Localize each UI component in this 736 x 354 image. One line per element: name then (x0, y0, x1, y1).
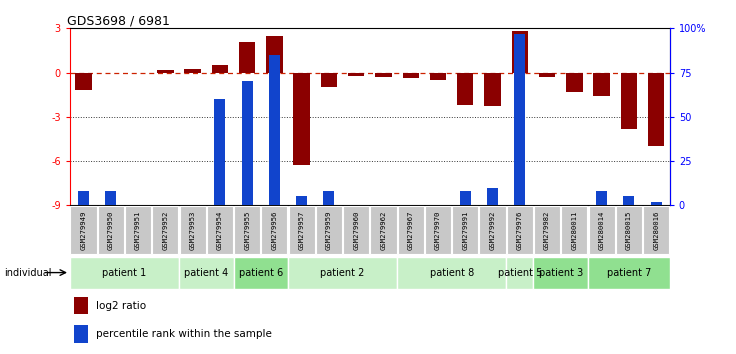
Bar (487, 188, 498, 205)
Bar (648, 73, 665, 146)
Text: GSM280014: GSM280014 (598, 210, 604, 250)
Bar (512, 31, 528, 73)
Bar (70, 257, 179, 289)
Bar (514, 34, 526, 205)
Bar (125, 206, 151, 254)
Text: GSM279992: GSM279992 (489, 210, 495, 250)
Bar (370, 206, 397, 254)
Bar (214, 99, 225, 205)
Bar (74, 297, 88, 314)
Bar (403, 73, 419, 79)
Text: GSM279991: GSM279991 (462, 210, 468, 250)
Bar (75, 73, 92, 90)
Text: GSM279976: GSM279976 (517, 210, 523, 250)
Text: GSM279962: GSM279962 (381, 210, 386, 250)
Text: GDS3698 / 6981: GDS3698 / 6981 (67, 14, 170, 27)
Bar (375, 73, 392, 77)
Text: GSM279949: GSM279949 (80, 210, 87, 250)
Text: patient 7: patient 7 (606, 268, 651, 278)
Bar (98, 206, 124, 254)
Bar (651, 202, 662, 205)
Bar (589, 206, 615, 254)
Bar (207, 206, 233, 254)
Bar (239, 42, 255, 73)
Bar (269, 55, 280, 205)
Bar (324, 191, 334, 205)
Bar (74, 325, 88, 343)
Bar (321, 73, 337, 87)
Text: GSM279950: GSM279950 (107, 210, 114, 250)
Text: patient 2: patient 2 (320, 268, 365, 278)
Bar (566, 73, 582, 92)
Bar (152, 206, 178, 254)
Text: patient 1: patient 1 (102, 268, 146, 278)
Bar (397, 206, 424, 254)
Bar (261, 206, 288, 254)
Bar (234, 206, 261, 254)
Text: patient 8: patient 8 (430, 268, 474, 278)
Text: GSM279967: GSM279967 (408, 210, 414, 250)
Bar (343, 206, 369, 254)
Text: GSM279953: GSM279953 (190, 210, 196, 250)
Bar (643, 206, 669, 254)
Text: patient 6: patient 6 (238, 268, 283, 278)
Bar (397, 257, 506, 289)
Text: GSM279955: GSM279955 (244, 210, 250, 250)
Text: GSM279952: GSM279952 (163, 210, 169, 250)
Bar (479, 206, 506, 254)
Bar (593, 73, 609, 96)
Bar (288, 257, 397, 289)
Text: GSM279956: GSM279956 (272, 210, 277, 250)
Bar (266, 36, 283, 73)
Bar (623, 196, 634, 205)
Bar (430, 73, 446, 80)
Text: GSM280015: GSM280015 (626, 210, 632, 250)
Bar (78, 191, 89, 205)
Text: individual: individual (4, 268, 52, 278)
Bar (534, 206, 560, 254)
Bar (425, 206, 451, 254)
Text: GSM279960: GSM279960 (353, 210, 359, 250)
Text: log2 ratio: log2 ratio (96, 301, 146, 310)
Bar (316, 206, 342, 254)
Bar (233, 257, 288, 289)
Bar (596, 191, 607, 205)
Bar (506, 206, 533, 254)
Bar (562, 206, 587, 254)
Text: GSM280011: GSM280011 (571, 210, 577, 250)
Text: GSM279959: GSM279959 (326, 210, 332, 250)
Bar (457, 73, 473, 105)
Bar (539, 73, 555, 77)
Bar (180, 206, 205, 254)
Text: GSM280016: GSM280016 (653, 210, 659, 250)
Bar (452, 206, 478, 254)
Bar (506, 257, 534, 289)
Bar (348, 73, 364, 75)
Bar (71, 206, 96, 254)
Bar (158, 70, 174, 73)
Text: percentile rank within the sample: percentile rank within the sample (96, 329, 272, 339)
Text: patient 5: patient 5 (498, 268, 542, 278)
Bar (534, 257, 588, 289)
Text: GSM279951: GSM279951 (135, 210, 141, 250)
Bar (620, 73, 637, 129)
Text: GSM279954: GSM279954 (217, 210, 223, 250)
Bar (289, 206, 315, 254)
Bar (616, 206, 642, 254)
Bar (241, 81, 252, 205)
Text: patient 4: patient 4 (184, 268, 228, 278)
Bar (185, 69, 201, 73)
Text: GSM279982: GSM279982 (544, 210, 550, 250)
Bar (296, 196, 307, 205)
Text: GSM279957: GSM279957 (299, 210, 305, 250)
Bar (179, 257, 233, 289)
Bar (588, 257, 670, 289)
Bar (484, 73, 500, 107)
Text: GSM279970: GSM279970 (435, 210, 441, 250)
Bar (212, 65, 228, 73)
Bar (294, 73, 310, 166)
Text: patient 3: patient 3 (539, 268, 583, 278)
Bar (460, 191, 471, 205)
Bar (105, 191, 116, 205)
